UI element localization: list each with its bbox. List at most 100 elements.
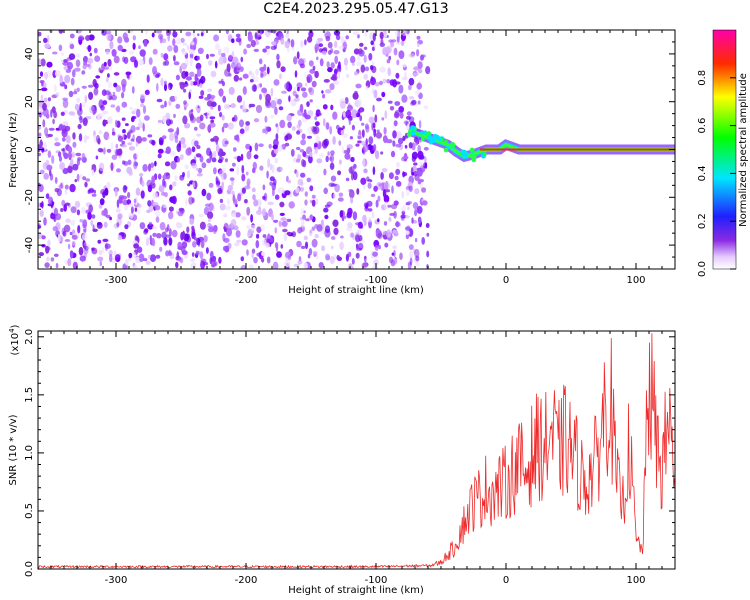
noise-blob: [393, 47, 398, 56]
noise-blob: [364, 31, 368, 37]
noise-blob: [352, 171, 358, 181]
noise-blob: [256, 199, 262, 207]
noise-blob: [371, 46, 375, 51]
noise-blob: [64, 184, 69, 190]
noise-blob: [79, 102, 82, 112]
noise-blob: [43, 217, 47, 226]
noise-blob: [59, 162, 65, 170]
noise-blob: [189, 57, 193, 67]
noise-blob: [192, 30, 196, 37]
noise-blob: [102, 238, 109, 242]
ridge-speckle: [471, 157, 477, 163]
noise-blob: [71, 240, 76, 246]
noise-blob: [138, 118, 142, 123]
noise-blob: [107, 58, 112, 67]
noise-blob: [103, 147, 106, 155]
noise-blob: [279, 119, 286, 129]
noise-blob: [104, 243, 111, 249]
noise-blob: [418, 161, 424, 168]
noise-blob: [64, 239, 71, 242]
noise-blob: [38, 252, 44, 257]
noise-blob: [242, 100, 246, 108]
noise-blob: [345, 73, 350, 78]
noise-blob: [198, 214, 204, 218]
noise-blob: [351, 62, 355, 66]
noise-blob: [203, 235, 208, 243]
noise-blob: [174, 175, 178, 181]
noise-blob: [222, 246, 227, 251]
noise-blob: [374, 81, 380, 87]
noise-blob: [405, 230, 410, 235]
noise-blob: [126, 30, 133, 34]
noise-blob: [246, 249, 249, 256]
noise-blob: [39, 71, 44, 77]
ridge-speckle: [423, 130, 428, 135]
noise-blob: [370, 193, 376, 198]
noise-blob: [376, 129, 380, 133]
noise-blob: [94, 55, 101, 62]
noise-blob: [223, 213, 228, 218]
noise-blob: [269, 176, 275, 182]
noise-blob: [308, 248, 313, 256]
noise-blob: [309, 151, 313, 157]
noise-blob: [110, 141, 114, 150]
noise-blob: [217, 104, 221, 112]
noise-blob: [405, 215, 410, 219]
noise-blob: [414, 188, 420, 195]
noise-blob: [426, 232, 430, 237]
noise-blob: [293, 56, 298, 65]
noise-blob: [206, 100, 213, 107]
noise-blob: [82, 55, 89, 64]
noise-blob: [182, 230, 186, 240]
noise-blob: [219, 203, 226, 211]
noise-blob: [373, 89, 378, 99]
noise-blob: [46, 45, 51, 49]
noise-blob: [411, 217, 414, 224]
noise-blob: [370, 40, 375, 46]
noise-blob: [165, 250, 170, 257]
noise-blob: [166, 118, 171, 126]
noise-blob: [173, 45, 179, 53]
noise-blob: [179, 154, 184, 161]
noise-blob: [207, 218, 211, 223]
ridge-speckle: [433, 134, 438, 139]
noise-blob: [60, 208, 64, 212]
noise-blob: [271, 213, 274, 221]
noise-blob: [96, 134, 100, 144]
noise-blob: [266, 66, 270, 75]
noise-blob: [363, 54, 367, 63]
noise-blob: [362, 214, 367, 223]
noise-blob: [306, 101, 310, 107]
colorbar: [712, 29, 737, 270]
noise-blob: [332, 193, 336, 199]
noise-blob: [77, 123, 82, 130]
noise-blob: [339, 100, 346, 109]
noise-blob: [279, 73, 282, 80]
noise-blob: [223, 103, 230, 110]
noise-blob: [128, 252, 133, 259]
noise-blob: [222, 95, 227, 103]
x-tick-label: 0: [503, 575, 509, 586]
noise-blob: [304, 39, 307, 46]
noise-blob: [218, 56, 225, 65]
noise-blob: [91, 193, 97, 197]
noise-blob: [225, 30, 230, 35]
noise-blob: [110, 162, 114, 172]
noise-blob: [390, 39, 397, 43]
noise-blob: [250, 224, 256, 231]
noise-blob: [53, 110, 57, 119]
noise-blob: [407, 206, 410, 210]
noise-blob: [270, 45, 277, 51]
noise-blob: [73, 91, 78, 95]
noise-blob: [45, 245, 50, 254]
noise-blob: [241, 164, 245, 174]
noise-blob: [421, 187, 427, 193]
noise-blob: [278, 106, 284, 111]
noise-blob: [208, 182, 214, 188]
noise-blob: [138, 59, 144, 66]
noise-blob: [319, 58, 324, 67]
noise-blob: [295, 94, 299, 99]
noise-blob: [190, 80, 194, 86]
noise-blob: [298, 256, 302, 262]
noise-blob: [417, 178, 422, 185]
